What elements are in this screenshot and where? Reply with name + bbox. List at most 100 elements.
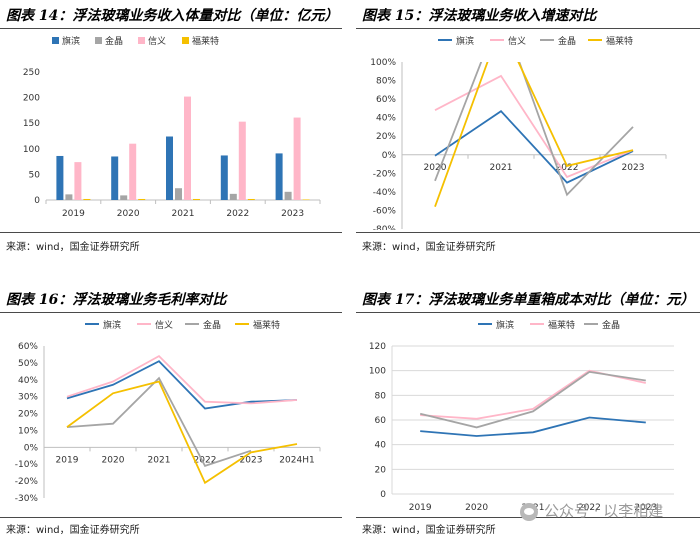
legend-label: 旗滨 [103,319,121,331]
x-tick-label: 2022 [578,503,601,513]
legend-label: 福莱特 [548,319,575,331]
chart-title-16: 图表 16：浮法玻璃业务毛利率对比 [6,292,227,308]
y-tick-label: 0 [380,490,386,500]
legend-label: 信义 [155,319,173,331]
chart-15: 100% 80% 60% 40% 20% 0% -20% -40% -60% -80% 2020 20… [370,35,667,230]
bar-福莱特-2023 [302,199,310,200]
chart-14: 0 50 100 150 200 250 2019 2020 2021 2022 2023 旗滨 金晶 信… [23,35,321,219]
legend-label: 旗滨 [456,35,474,47]
series-line-金晶 [419,370,646,429]
chart-panel-16: 图表 16：浮法玻璃业务毛利率对比 60% 50% 40% 30% 20% 10% 0% -1… [0,284,342,537]
x-tick-label: 2020 [424,163,447,173]
series-line-福莱特 [434,62,634,208]
series-line-金晶 [434,62,634,197]
bar-金晶-2020 [120,195,128,200]
y-tick-label: 40% [18,376,38,386]
bar-旗滨-2020 [111,156,119,200]
y-tick-label: 50% [18,359,38,369]
x-tick-label: 2019 [409,503,432,513]
chart-title-15: 图表 15：浮法玻璃业务收入增速对比 [362,8,597,24]
bar-金晶-2021 [175,188,182,200]
bar-信义-2020 [129,143,137,200]
x-tick-label: 2019 [56,455,79,465]
legend-label: 旗滨 [62,35,80,47]
x-tick-label: 2022 [556,163,579,173]
source-rule [0,517,342,518]
y-tick-label: 10% [18,426,38,436]
x-tick-label: 2023 [634,503,657,513]
watermark: 公众号 · 以李相建 [520,500,663,521]
y-tick-label: 20% [18,410,38,420]
y-tick-label: 20% [376,132,396,142]
bar-福莱特-2022 [247,198,255,200]
series-line-旗滨 [66,360,298,410]
source-note: 来源：wind，国金证券研究所 [6,525,140,536]
plot-lines [434,62,634,208]
y-tick-label: 100 [369,367,386,377]
legend-label: 金晶 [203,319,221,331]
y-tick-label: 250 [23,68,40,78]
y-tick-label: -20% [373,169,397,179]
plot-lines [66,354,298,485]
chart-17: 02040608010012020192020202120222023旗滨福莱特… [369,319,674,513]
bar-旗滨-2022 [220,155,228,200]
y-tick-label: 0% [382,151,397,161]
y-tick-label: 0% [24,443,39,453]
x-tick-label: 2023 [240,455,263,465]
plot-lines [419,369,646,437]
y-tick-label: 150 [23,119,40,129]
y-tick-label: 0 [34,196,40,206]
x-tick-label: 2024H1 [279,455,314,465]
title-rule [0,28,342,29]
source-rule [0,232,342,233]
bar-福莱特-2019 [83,198,91,200]
y-tick-label: 60% [376,95,396,105]
legend-swatch-金晶 [95,37,102,44]
x-tick-label: 2020 [102,455,125,465]
legend-label: 福莱特 [192,35,219,47]
chart-panel-15: 图表 15：浮法玻璃业务收入增速对比 100% 80% 60% 40% 20% 0% -20… [356,0,700,262]
bar-旗滨-2023 [275,153,283,200]
source-note: 来源：wind，国金证券研究所 [362,525,496,536]
legend-label: 信义 [508,35,526,47]
y-tick-label: -30% [15,494,39,504]
series-line-信义 [66,354,298,405]
bar-金晶-2019 [65,194,73,200]
y-tick-label: 60% [18,342,38,352]
x-tick-label: 2023 [281,209,304,219]
bar-福莱特-2020 [138,198,146,200]
legend-label: 金晶 [602,319,620,331]
chart-panel-17: 图表 17：浮法玻璃业务单重箱成本对比（单位：元） 0 20 40 60 80 100 12… [356,284,700,537]
x-tick-label: 2022 [194,455,217,465]
y-tick-label: 20 [375,465,387,475]
series-line-旗滨 [434,110,634,184]
legend-label: 旗滨 [496,319,514,331]
legend-label: 福莱特 [253,319,280,331]
bar-信义-2019 [74,162,82,200]
chart-panel-14: 图表 14：浮法玻璃业务收入体量对比（单位：亿元） 0 50 100 150 200 25… [0,0,342,262]
bar-信义-2023 [293,117,301,200]
y-tick-label: -60% [373,206,397,216]
chart-title-14: 图表 14：浮法玻璃业务收入体量对比（单位：亿元） [6,8,339,24]
y-tick-label: 100% [370,58,396,68]
y-tick-label: 100 [23,145,40,155]
x-tick-label: 2019 [62,209,85,219]
bar-金晶-2022 [229,193,237,200]
bar-福莱特-2021 [193,198,200,200]
x-tick-label: 2021 [172,209,195,219]
x-tick-label: 2022 [226,209,249,219]
y-tick-label: -20% [15,477,39,487]
bar-旗滨-2021 [166,136,173,200]
bar-信义-2022 [238,121,246,200]
chart-16: 60% 50% 40% 30% 20% 10% 0% -10% -20% -30% 2019 2020… [15,319,321,504]
chart-title-17: 图表 17：浮法玻璃业务单重箱成本对比（单位：元） [362,292,695,308]
legend-label: 信义 [148,35,166,47]
watermark-text: 公众号 · 以李相建 [544,502,664,520]
legend-label: 金晶 [558,35,576,47]
y-tick-label: 120 [369,342,386,352]
y-tick-label: -40% [373,188,397,198]
wechat-icon [520,502,538,521]
source-note: 来源：wind，国金证券研究所 [362,242,496,253]
x-tick-label: 2020 [465,503,488,513]
x-tick-label: 2020 [117,209,140,219]
